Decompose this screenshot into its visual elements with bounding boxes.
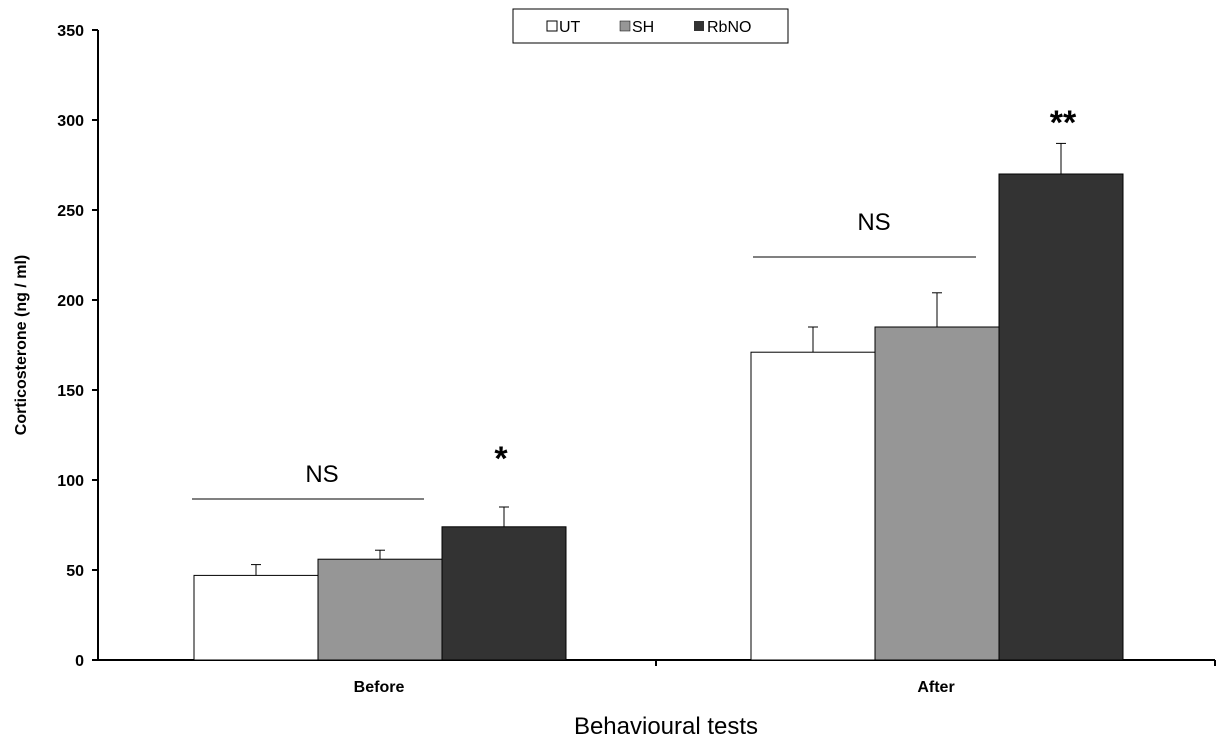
legend-label-sh: SH — [632, 19, 654, 36]
before-ns-label: NS — [305, 461, 338, 488]
y-tick-label: 300 — [57, 113, 84, 130]
y-tick-label: 0 — [75, 653, 84, 670]
x-axis-label: Behavioural tests — [574, 713, 758, 740]
legend-box — [512, 8, 789, 44]
legend-swatch-rbno — [694, 21, 704, 31]
y-tick-label: 100 — [57, 473, 84, 490]
after-significance-star: ** — [1050, 104, 1077, 142]
before-significance-star: * — [494, 440, 508, 478]
bar-sh-after — [874, 326, 1000, 661]
category-label-after: After — [917, 679, 954, 696]
legend-label-rbno: RbNO — [707, 19, 751, 36]
after-ns-label: NS — [857, 209, 890, 236]
category-label-before: Before — [354, 679, 405, 696]
bar-sh-before — [317, 558, 443, 661]
bar-rbno-before — [441, 526, 567, 661]
legend: UT SH RbNO — [512, 8, 789, 44]
y-tick-label: 350 — [57, 23, 84, 40]
y-tick-label: 50 — [66, 563, 84, 580]
bar-rbno-after — [998, 173, 1124, 661]
y-axis-label: Corticosterone (ng / ml) — [13, 255, 30, 435]
legend-label-ut: UT — [559, 19, 581, 36]
legend-swatch-sh — [619, 20, 631, 32]
y-tick-label: 200 — [57, 293, 84, 310]
bars — [193, 173, 1124, 661]
error-bars — [251, 142, 1066, 576]
y-tick-label: 150 — [57, 383, 84, 400]
bar-ut-before — [193, 574, 319, 661]
y-ticks: 0 50 100 150 200 250 300 350 — [57, 23, 98, 670]
y-tick-label: 250 — [57, 203, 84, 220]
legend-swatch-ut — [546, 20, 558, 32]
bar-ut-after — [750, 351, 876, 661]
